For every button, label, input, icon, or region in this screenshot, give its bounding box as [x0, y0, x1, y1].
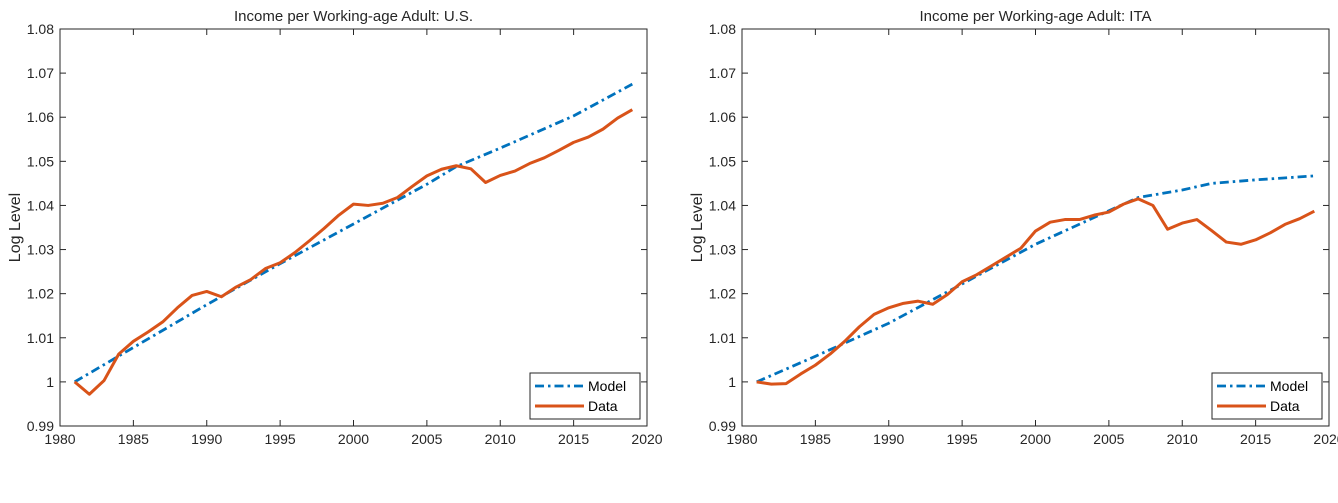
x-tick-label: 1985: [118, 431, 149, 447]
series-line-model: [73, 82, 633, 384]
y-tick-label: 1.05: [709, 153, 736, 169]
y-tick-label: 1.03: [709, 242, 736, 258]
axes-box: [741, 28, 1330, 427]
chart-title: Income per Working-age Adult: U.S.: [234, 8, 473, 25]
x-tick-label: 1980: [44, 431, 75, 447]
y-tick-label: 1.06: [709, 109, 736, 125]
x-tick-label: 2020: [631, 431, 662, 447]
x-tick-label: 2005: [411, 431, 442, 447]
chart-panel-1: Income per Working-age Adult: U.S. Log Le…: [7, 8, 663, 447]
chart-title: Income per Working-age Adult: ITA: [919, 8, 1151, 25]
legend-box: [1211, 372, 1323, 420]
legend: Model Data: [1211, 372, 1323, 420]
x-tick-label: 1980: [726, 431, 757, 447]
y-tick-label: 0.99: [27, 418, 54, 434]
axes-box: [59, 28, 648, 427]
series-line-data: [73, 108, 634, 396]
y-tick-label: 1.08: [709, 21, 736, 37]
y-tick-label: 1.04: [709, 197, 736, 213]
x-tick-label: 2015: [1240, 431, 1271, 447]
y-tick-label: 1.01: [27, 330, 54, 346]
y-tick-label: 1.07: [709, 65, 736, 81]
x-tick-label: 1995: [947, 431, 978, 447]
legend-box: [529, 372, 641, 420]
y-tick-label: 1.06: [27, 109, 54, 125]
x-tick-label: 2000: [1020, 431, 1051, 447]
series-line-data: [756, 197, 1316, 386]
legend-label-data: Data: [1270, 398, 1300, 414]
legend-label-model: Model: [1270, 378, 1308, 394]
y-tick-label: 1.07: [27, 65, 54, 81]
x-tick-label: 2010: [1167, 431, 1198, 447]
y-axis-label: Log Level: [7, 193, 24, 262]
series-line-model: [756, 174, 1315, 384]
legend-label-model: Model: [588, 378, 626, 394]
y-axis-label: Log Level: [689, 193, 706, 262]
x-tick-label: 2005: [1093, 431, 1124, 447]
x-tick-label: 1990: [873, 431, 904, 447]
y-tick-label: 1.08: [27, 21, 54, 37]
x-tick-label: 1995: [265, 431, 296, 447]
y-tick-label: 1.04: [27, 197, 54, 213]
chart-panel-2: Income per Working-age Adult: ITA Log Lev…: [689, 8, 1338, 447]
legend-label-data: Data: [588, 398, 618, 414]
legend: Model Data: [529, 372, 641, 420]
x-tick-label: 2010: [485, 431, 516, 447]
y-tick-label: 1.05: [27, 153, 54, 169]
y-tick-label: 0.99: [709, 418, 736, 434]
x-tick-label: 1985: [800, 431, 831, 447]
y-tick-label: 1.01: [709, 330, 736, 346]
x-tick-label: 2020: [1313, 431, 1338, 447]
y-tick-label: 1: [46, 374, 54, 390]
y-tick-label: 1: [728, 374, 736, 390]
x-tick-label: 2015: [558, 431, 589, 447]
y-tick-label: 1.02: [709, 286, 736, 302]
x-tick-label: 1990: [191, 431, 222, 447]
y-tick-label: 1.02: [27, 286, 54, 302]
y-tick-label: 1.03: [27, 242, 54, 258]
x-tick-label: 2000: [338, 431, 369, 447]
